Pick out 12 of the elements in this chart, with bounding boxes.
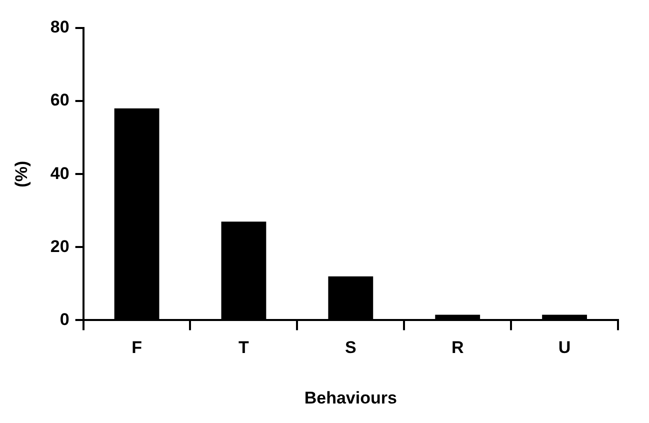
x-tick-label: S — [344, 338, 356, 358]
x-axis-title: Behaviours — [304, 388, 397, 408]
x-tick-label: U — [558, 338, 571, 358]
y-axis-title: (%) — [12, 160, 31, 188]
y-tick-label: 40 — [50, 164, 70, 183]
x-tick-label: R — [451, 338, 464, 358]
y-tick-label: 20 — [50, 236, 70, 256]
y-tick-label: 80 — [50, 18, 70, 37]
x-tick-label: T — [238, 338, 250, 358]
x-tick-label: F — [132, 338, 142, 358]
y-tick-label: 0 — [60, 310, 70, 329]
y-tick-label: 60 — [50, 90, 70, 110]
